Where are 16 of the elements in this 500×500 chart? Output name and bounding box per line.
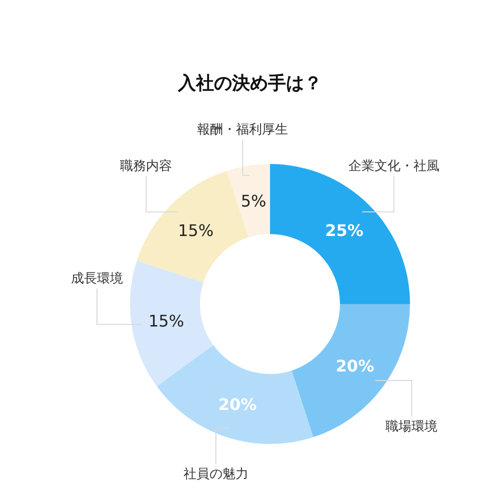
donut-slice — [130, 260, 214, 386]
data-label: 20% — [218, 394, 257, 414]
data-label: 15% — [148, 310, 184, 330]
slice-label: 企業文化・社風 — [348, 158, 440, 174]
chart-title: 入社の決め手は？ — [176, 72, 323, 96]
data-label: 15% — [178, 220, 214, 240]
slice-label: 職務内容 — [120, 157, 172, 174]
slice-label: 成長環境 — [70, 270, 123, 286]
data-label: 25% — [325, 220, 364, 240]
donut-slice — [226, 164, 270, 238]
data-label: 5% — [240, 190, 266, 210]
slice-label: 社員の魅力 — [183, 466, 248, 482]
data-label: 20% — [336, 356, 374, 376]
slice-label: 職場環境 — [386, 418, 438, 434]
donut-slice — [156, 345, 314, 444]
slice-label: 報酬・福利厚生 — [197, 122, 288, 137]
